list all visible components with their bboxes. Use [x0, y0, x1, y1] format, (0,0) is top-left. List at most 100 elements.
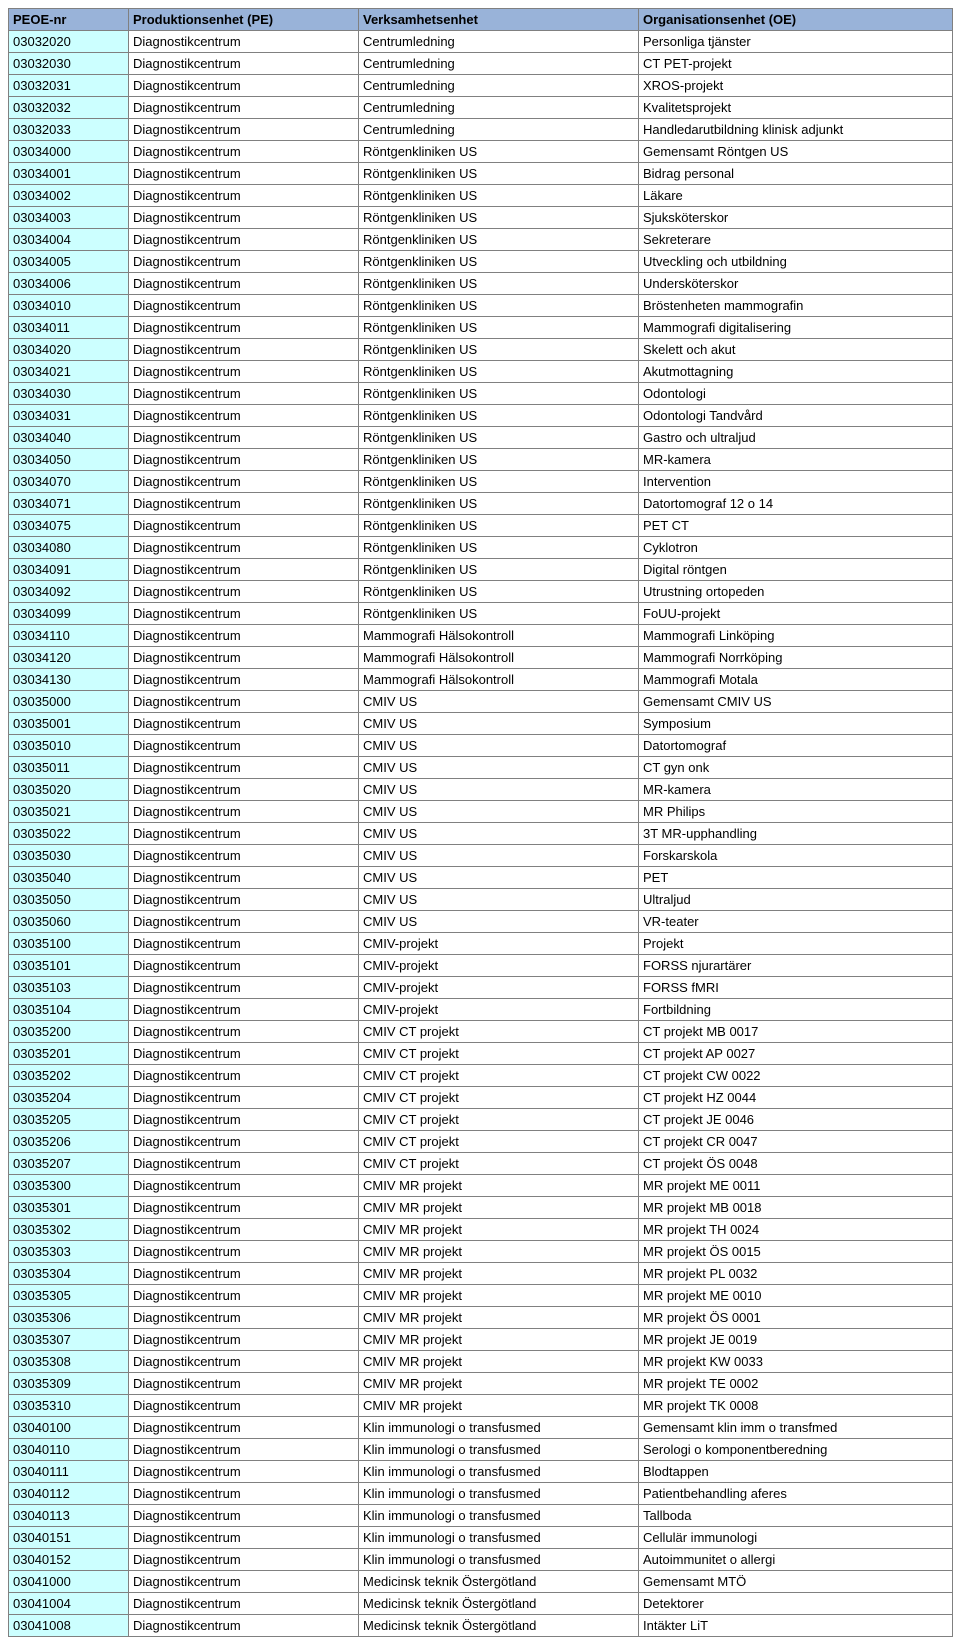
cell-organisationsenhet: MR projekt TK 0008 — [639, 1395, 953, 1417]
cell-organisationsenhet: Läkare — [639, 185, 953, 207]
cell-peoe-nr: 03034010 — [9, 295, 129, 317]
cell-produktionsenhet: Diagnostikcentrum — [129, 1131, 359, 1153]
cell-organisationsenhet: CT projekt MB 0017 — [639, 1021, 953, 1043]
cell-produktionsenhet: Diagnostikcentrum — [129, 1285, 359, 1307]
cell-peoe-nr: 03035101 — [9, 955, 129, 977]
table-row: 03035001DiagnostikcentrumCMIV USSymposiu… — [9, 713, 953, 735]
cell-verksamhetsenhet: Klin immunologi o transfusmed — [359, 1483, 639, 1505]
cell-peoe-nr: 03034030 — [9, 383, 129, 405]
cell-produktionsenhet: Diagnostikcentrum — [129, 141, 359, 163]
cell-verksamhetsenhet: Röntgenkliniken US — [359, 603, 639, 625]
cell-organisationsenhet: Gemensamt klin imm o transfmed — [639, 1417, 953, 1439]
cell-organisationsenhet: Akutmottagning — [639, 361, 953, 383]
table-row: 03035011DiagnostikcentrumCMIV USCT gyn o… — [9, 757, 953, 779]
cell-produktionsenhet: Diagnostikcentrum — [129, 515, 359, 537]
cell-organisationsenhet: MR projekt MB 0018 — [639, 1197, 953, 1219]
cell-organisationsenhet: FORSS fMRI — [639, 977, 953, 999]
cell-peoe-nr: 03034006 — [9, 273, 129, 295]
table-row: 03034030DiagnostikcentrumRöntgenkliniken… — [9, 383, 953, 405]
cell-organisationsenhet: Mammografi Linköping — [639, 625, 953, 647]
table-row: 03040152DiagnostikcentrumKlin immunologi… — [9, 1549, 953, 1571]
table-row: 03035201DiagnostikcentrumCMIV CT projekt… — [9, 1043, 953, 1065]
cell-produktionsenhet: Diagnostikcentrum — [129, 889, 359, 911]
cell-peoe-nr: 03035050 — [9, 889, 129, 911]
cell-produktionsenhet: Diagnostikcentrum — [129, 339, 359, 361]
cell-verksamhetsenhet: Röntgenkliniken US — [359, 273, 639, 295]
cell-peoe-nr: 03034040 — [9, 427, 129, 449]
cell-peoe-nr: 03035200 — [9, 1021, 129, 1043]
table-row: 03032032DiagnostikcentrumCentrumledningK… — [9, 97, 953, 119]
cell-produktionsenhet: Diagnostikcentrum — [129, 229, 359, 251]
cell-verksamhetsenhet: CMIV MR projekt — [359, 1219, 639, 1241]
cell-produktionsenhet: Diagnostikcentrum — [129, 691, 359, 713]
cell-peoe-nr: 03035000 — [9, 691, 129, 713]
cell-organisationsenhet: Ultraljud — [639, 889, 953, 911]
header-peoe-nr: PEOE-nr — [9, 9, 129, 31]
cell-produktionsenhet: Diagnostikcentrum — [129, 119, 359, 141]
table-row: 03040113DiagnostikcentrumKlin immunologi… — [9, 1505, 953, 1527]
cell-peoe-nr: 03040111 — [9, 1461, 129, 1483]
cell-produktionsenhet: Diagnostikcentrum — [129, 999, 359, 1021]
cell-organisationsenhet: MR projekt PL 0032 — [639, 1263, 953, 1285]
cell-produktionsenhet: Diagnostikcentrum — [129, 163, 359, 185]
cell-peoe-nr: 03034002 — [9, 185, 129, 207]
cell-verksamhetsenhet: Mammografi Hälsokontroll — [359, 669, 639, 691]
cell-organisationsenhet: Intervention — [639, 471, 953, 493]
cell-peoe-nr: 03040152 — [9, 1549, 129, 1571]
cell-peoe-nr: 03035021 — [9, 801, 129, 823]
cell-peoe-nr: 03035306 — [9, 1307, 129, 1329]
cell-produktionsenhet: Diagnostikcentrum — [129, 669, 359, 691]
cell-verksamhetsenhet: CMIV MR projekt — [359, 1175, 639, 1197]
cell-organisationsenhet: MR projekt TH 0024 — [639, 1219, 953, 1241]
table-row: 03034092DiagnostikcentrumRöntgenkliniken… — [9, 581, 953, 603]
cell-produktionsenhet: Diagnostikcentrum — [129, 1065, 359, 1087]
cell-produktionsenhet: Diagnostikcentrum — [129, 1043, 359, 1065]
table-row: 03034011DiagnostikcentrumRöntgenkliniken… — [9, 317, 953, 339]
cell-produktionsenhet: Diagnostikcentrum — [129, 933, 359, 955]
cell-organisationsenhet: MR projekt ÖS 0015 — [639, 1241, 953, 1263]
cell-organisationsenhet: Cellulär immunologi — [639, 1527, 953, 1549]
table-row: 03035000DiagnostikcentrumCMIV USGemensam… — [9, 691, 953, 713]
cell-peoe-nr: 03034011 — [9, 317, 129, 339]
cell-verksamhetsenhet: Röntgenkliniken US — [359, 339, 639, 361]
cell-peoe-nr: 03034080 — [9, 537, 129, 559]
cell-organisationsenhet: MR projekt KW 0033 — [639, 1351, 953, 1373]
cell-verksamhetsenhet: Röntgenkliniken US — [359, 537, 639, 559]
table-row: 03034020DiagnostikcentrumRöntgenkliniken… — [9, 339, 953, 361]
cell-verksamhetsenhet: CMIV MR projekt — [359, 1285, 639, 1307]
cell-verksamhetsenhet: Röntgenkliniken US — [359, 405, 639, 427]
cell-organisationsenhet: Utrustning ortopeden — [639, 581, 953, 603]
table-row: 03035010DiagnostikcentrumCMIV USDatortom… — [9, 735, 953, 757]
cell-produktionsenhet: Diagnostikcentrum — [129, 1373, 359, 1395]
table-row: 03035303DiagnostikcentrumCMIV MR projekt… — [9, 1241, 953, 1263]
header-produktionsenhet: Produktionsenhet (PE) — [129, 9, 359, 31]
cell-produktionsenhet: Diagnostikcentrum — [129, 1307, 359, 1329]
cell-verksamhetsenhet: Centrumledning — [359, 119, 639, 141]
cell-verksamhetsenhet: CMIV US — [359, 757, 639, 779]
cell-verksamhetsenhet: Röntgenkliniken US — [359, 295, 639, 317]
cell-produktionsenhet: Diagnostikcentrum — [129, 713, 359, 735]
cell-peoe-nr: 03034099 — [9, 603, 129, 625]
cell-produktionsenhet: Diagnostikcentrum — [129, 1263, 359, 1285]
cell-peoe-nr: 03035104 — [9, 999, 129, 1021]
cell-verksamhetsenhet: Röntgenkliniken US — [359, 317, 639, 339]
cell-verksamhetsenhet: CMIV US — [359, 867, 639, 889]
table-row: 03035100DiagnostikcentrumCMIV-projektPro… — [9, 933, 953, 955]
cell-verksamhetsenhet: Klin immunologi o transfusmed — [359, 1417, 639, 1439]
table-body: 03032020DiagnostikcentrumCentrumledningP… — [9, 31, 953, 1637]
table-row: 03035207DiagnostikcentrumCMIV CT projekt… — [9, 1153, 953, 1175]
table-row: 03032030DiagnostikcentrumCentrumledningC… — [9, 53, 953, 75]
cell-peoe-nr: 03035305 — [9, 1285, 129, 1307]
table-row: 03034010DiagnostikcentrumRöntgenkliniken… — [9, 295, 953, 317]
cell-verksamhetsenhet: Medicinsk teknik Östergötland — [359, 1571, 639, 1593]
cell-verksamhetsenhet: Centrumledning — [359, 97, 639, 119]
table-row: 03040111DiagnostikcentrumKlin immunologi… — [9, 1461, 953, 1483]
cell-verksamhetsenhet: CMIV-projekt — [359, 933, 639, 955]
table-row: 03035040DiagnostikcentrumCMIV USPET — [9, 867, 953, 889]
cell-peoe-nr: 03035010 — [9, 735, 129, 757]
cell-produktionsenhet: Diagnostikcentrum — [129, 801, 359, 823]
cell-peoe-nr: 03034000 — [9, 141, 129, 163]
cell-produktionsenhet: Diagnostikcentrum — [129, 1417, 359, 1439]
cell-verksamhetsenhet: CMIV CT projekt — [359, 1153, 639, 1175]
cell-organisationsenhet: Sekreterare — [639, 229, 953, 251]
